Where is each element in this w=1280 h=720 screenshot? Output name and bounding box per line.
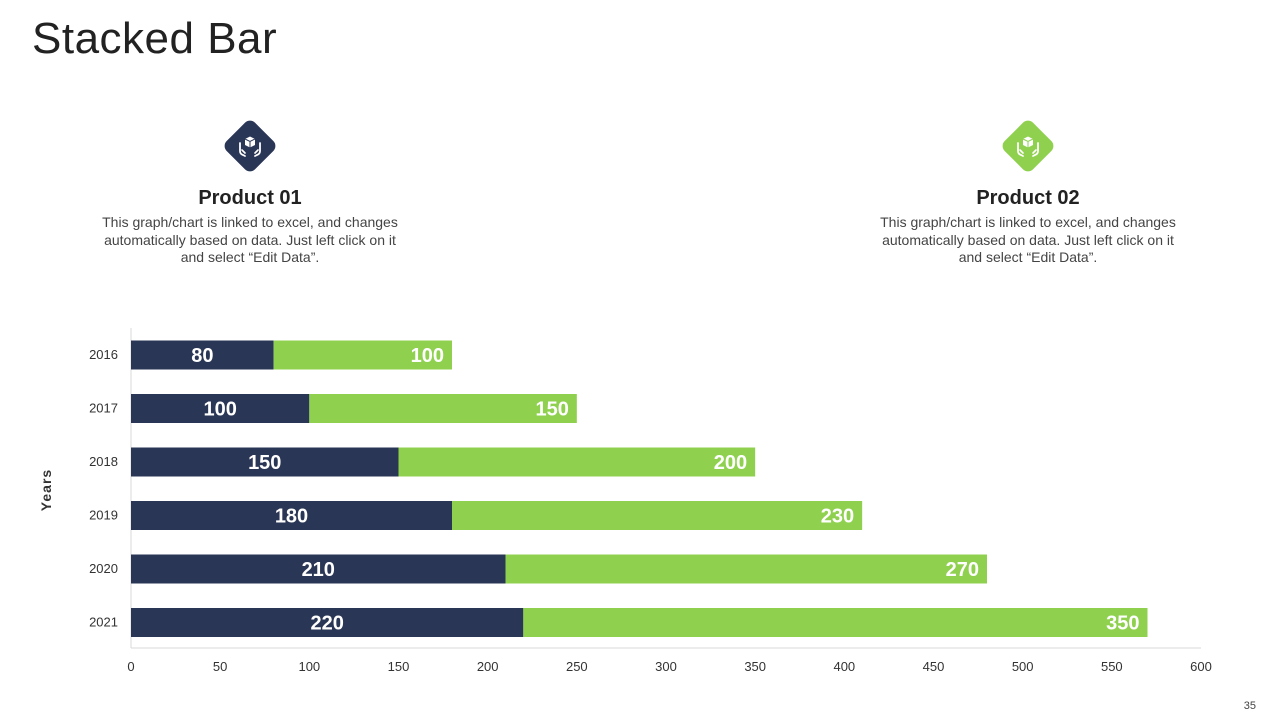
y-tick-label: 2021	[89, 615, 118, 630]
x-tick-label: 600	[1190, 659, 1212, 674]
product-02-description: This graph/chart is linked to excel, and…	[880, 214, 1176, 265]
bar-segment-product-01	[131, 340, 274, 370]
data-label: 100	[203, 399, 236, 421]
product-02-name: Product 02	[976, 187, 1080, 209]
product-01-name: Product 01	[198, 187, 302, 209]
x-tick-label: 50	[213, 659, 227, 674]
bar-segment-product-02	[452, 501, 863, 530]
bar-segment-product-02	[398, 447, 756, 477]
y-tick-label: 2019	[89, 508, 118, 523]
x-tick-label: 200	[477, 659, 499, 674]
x-tick-label: 450	[923, 659, 945, 674]
data-label: 230	[821, 506, 854, 528]
data-label: 180	[275, 506, 308, 528]
bar-segment-product-01	[131, 447, 399, 477]
product-02-block: Product 02 This graph/chart is linked to…	[878, 117, 1178, 267]
bar-segment-product-01	[131, 501, 452, 530]
x-tick-label: 100	[298, 659, 320, 674]
x-tick-label: 0	[127, 659, 134, 674]
data-label: 80	[191, 345, 213, 367]
data-label: 200	[714, 452, 747, 474]
x-tick-label: 400	[833, 659, 855, 674]
y-tick-label: 2020	[89, 561, 118, 576]
y-tick-label: 2017	[89, 401, 118, 416]
data-label: 220	[310, 613, 343, 635]
data-label: 350	[1106, 613, 1139, 635]
bar-segment-product-02	[523, 608, 1148, 637]
x-tick-label: 250	[566, 659, 588, 674]
product-02-badge	[999, 117, 1057, 175]
bar-segment-product-02	[309, 394, 577, 423]
data-label: 210	[302, 559, 335, 581]
bar-segment-product-02	[273, 340, 452, 370]
y-tick-label: 2016	[89, 347, 118, 362]
y-axis-title: Years	[38, 469, 54, 511]
product-01-badge	[221, 117, 279, 175]
data-label: 270	[946, 559, 979, 581]
bar-segment-product-02	[505, 554, 987, 584]
bar-segment-product-01	[131, 394, 310, 423]
data-label: 100	[411, 345, 444, 367]
x-tick-label: 550	[1101, 659, 1123, 674]
y-tick-label: 2018	[89, 454, 118, 469]
hands-box-icon	[239, 136, 261, 157]
hands-box-icon	[1017, 136, 1039, 157]
data-label: 150	[535, 399, 568, 421]
page-title: Stacked Bar	[32, 14, 278, 63]
product-01-description: This graph/chart is linked to excel, and…	[102, 214, 398, 265]
x-tick-label: 300	[655, 659, 677, 674]
x-tick-label: 150	[388, 659, 410, 674]
data-label: 150	[248, 452, 281, 474]
product-01-block: Product 01 This graph/chart is linked to…	[100, 117, 400, 267]
bar-segment-product-01	[131, 608, 524, 637]
x-tick-label: 350	[744, 659, 766, 674]
x-tick-label: 500	[1012, 659, 1034, 674]
bar-segment-product-01	[131, 554, 506, 584]
page-number: 35	[1243, 700, 1256, 712]
